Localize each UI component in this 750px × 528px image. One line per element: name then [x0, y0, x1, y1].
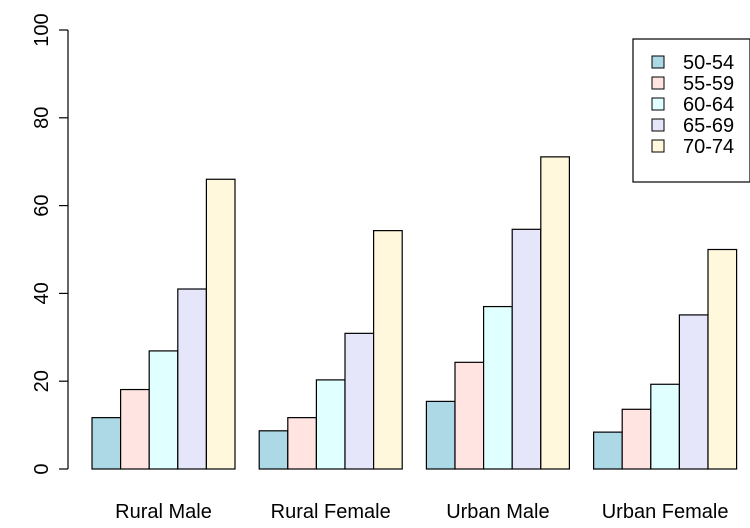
y-axis-ticks: 0 20 40 60 80 100: [31, 13, 68, 475]
bar: [540, 156, 570, 470]
y-tick-label: 0: [31, 463, 53, 474]
y-tick-label: 80: [31, 107, 53, 129]
legend-label: 70-74: [683, 136, 734, 158]
bar: [148, 350, 179, 470]
bar: [373, 230, 403, 470]
legend-label: 55-59: [683, 73, 734, 95]
bar: [119, 388, 150, 470]
legend-swatch: [651, 76, 665, 90]
bar: [344, 332, 375, 470]
bar: [205, 178, 236, 470]
y-tick-label: 20: [31, 370, 53, 392]
y-tick-label: 40: [31, 282, 53, 304]
bars: [91, 156, 738, 470]
bar: [287, 417, 317, 470]
legend-label: 65-69: [683, 115, 734, 137]
bar: [707, 248, 738, 470]
legend-swatch: [651, 55, 665, 69]
y-tick-label: 60: [31, 194, 53, 216]
bar: [650, 383, 680, 470]
x-tick-label: Rural Female: [271, 501, 391, 523]
bar: [177, 288, 208, 470]
bar: [258, 430, 289, 470]
bar: [454, 361, 485, 470]
legend-swatch: [651, 97, 665, 111]
legend-swatch: [651, 139, 665, 153]
bar: [592, 431, 623, 470]
bar: [91, 417, 122, 470]
y-tick-label: 100: [31, 13, 53, 46]
legend-label: 60-64: [683, 94, 734, 116]
x-tick-label: Urban Female: [602, 501, 729, 523]
bar: [621, 408, 652, 470]
bar: [678, 314, 709, 470]
x-axis-labels: Rural Male Rural Female Urban Male Urban Fe…: [115, 501, 728, 523]
x-tick-label: Urban Male: [446, 501, 549, 523]
legend-swatch: [651, 118, 665, 132]
x-tick-label: Rural Male: [115, 501, 212, 523]
bar: [511, 228, 542, 470]
bar: [483, 305, 513, 470]
legend-label: 50-54: [683, 52, 734, 74]
bar: [425, 400, 456, 470]
bar: [315, 379, 346, 470]
